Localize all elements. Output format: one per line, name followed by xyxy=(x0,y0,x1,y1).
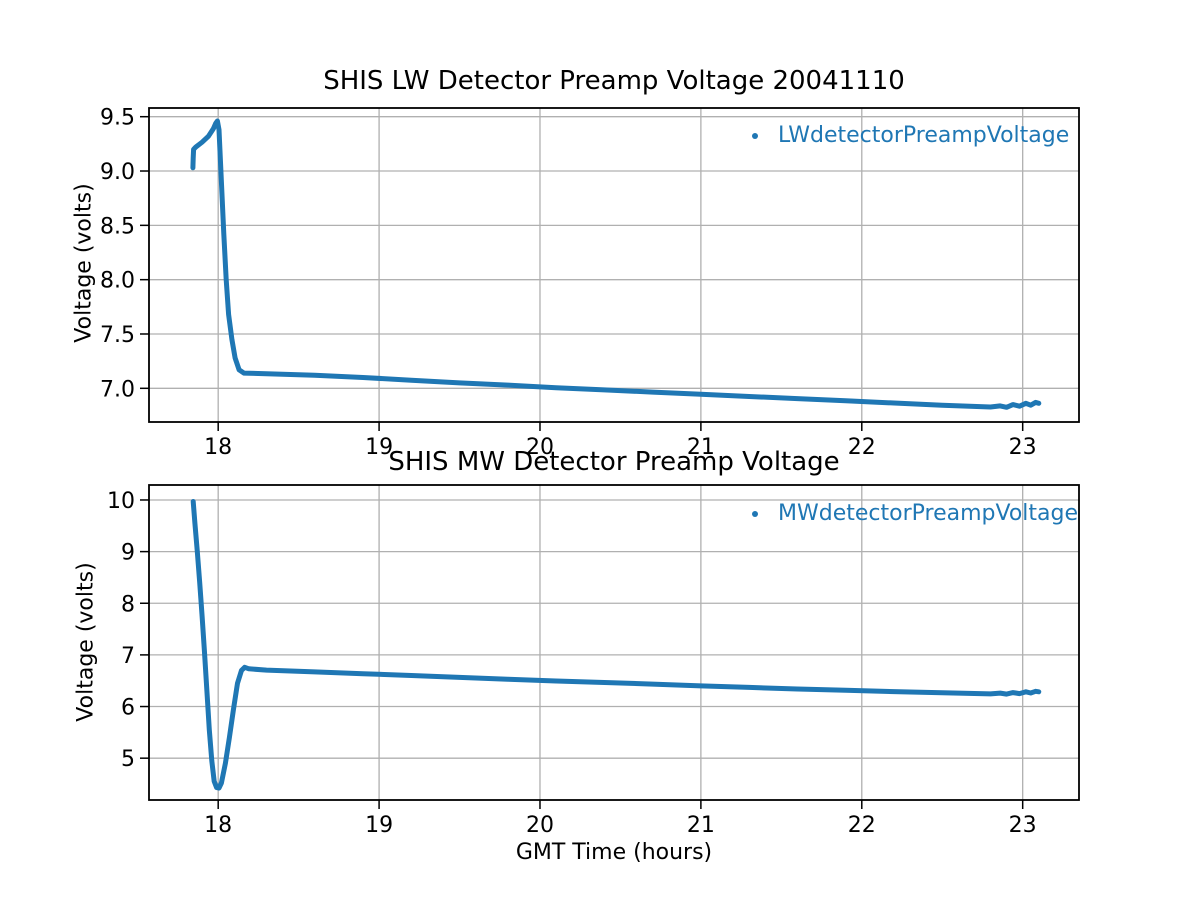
lw-y-axis-label: Voltage (volts) xyxy=(71,183,97,343)
y-tick-label: 9.5 xyxy=(100,106,135,131)
legend-dot-marker-icon xyxy=(752,133,758,139)
y-tick-label: 8.0 xyxy=(100,269,135,294)
axes-frame xyxy=(148,107,1080,423)
lw-legend-label: LWdetectorPreampVoltage xyxy=(778,123,1070,148)
x-tick-label: 22 xyxy=(848,813,876,838)
x-tick-label: 18 xyxy=(204,813,232,838)
x-tick-label: 18 xyxy=(204,435,232,460)
x-tick-label: 19 xyxy=(365,813,393,838)
legend-dot-marker-icon xyxy=(752,511,758,517)
axes-frame xyxy=(148,484,1080,801)
x-tick-label: 23 xyxy=(1009,813,1037,838)
data-series-lwdetectorpreampvoltage xyxy=(190,118,1042,410)
y-tick-label: 7.5 xyxy=(100,323,135,348)
mw-legend-label: MWdetectorPreampVoltage xyxy=(778,501,1078,526)
x-axis-label: GMT Time (hours) xyxy=(515,840,713,865)
y-tick-label: 7 xyxy=(121,644,135,669)
y-tick-label: 9.0 xyxy=(100,160,135,185)
mw-plot-title: SHIS MW Detector Preamp Voltage xyxy=(388,447,840,477)
y-tick-label: 6 xyxy=(121,696,135,721)
lw-plot-title: SHIS LW Detector Preamp Voltage 20041110 xyxy=(323,66,905,96)
x-tick-label: 21 xyxy=(687,813,715,838)
y-tick-label: 8.5 xyxy=(100,214,135,239)
mw-y-axis-label: Voltage (volts) xyxy=(73,562,99,722)
y-tick-label: 8 xyxy=(121,592,135,617)
x-tick-label: 20 xyxy=(526,813,554,838)
mw-legend: MWdetectorPreampVoltage xyxy=(752,499,1078,529)
x-tick-label: 21 xyxy=(687,435,715,460)
x-tick-label: 23 xyxy=(1009,435,1037,460)
x-tick-label: 19 xyxy=(365,435,393,460)
y-tick-label: 10 xyxy=(107,489,135,514)
x-tick-label: 22 xyxy=(848,435,876,460)
data-series-mwdetectorpreampvoltage xyxy=(190,499,1042,791)
x-tick-label: 20 xyxy=(526,435,554,460)
lw-legend: LWdetectorPreampVoltage xyxy=(752,121,1069,151)
y-tick-label: 7.0 xyxy=(100,377,135,402)
y-tick-label: 9 xyxy=(121,541,135,566)
y-tick-label: 5 xyxy=(121,747,135,772)
